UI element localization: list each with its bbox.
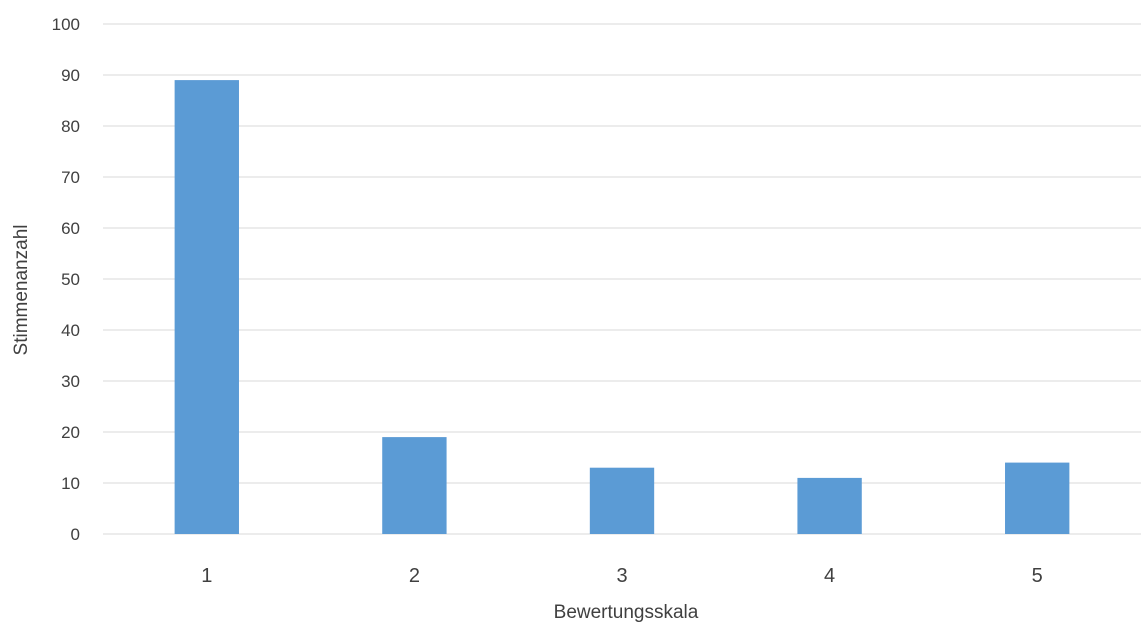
bar-1 [174,80,239,534]
x-tick-label: 3 [616,565,627,587]
x-tick-label: 2 [409,565,420,587]
y-tick-label: 90 [61,66,80,85]
bars [174,80,1070,534]
y-tick-label: 80 [61,117,80,136]
x-tick-label: 1 [201,565,212,587]
x-axis-title: Bewertungsskala [554,602,699,623]
x-tick-label: 4 [824,565,835,587]
y-axis-ticks: 0 10 20 30 40 50 60 70 80 90 100 [52,15,80,544]
y-tick-label: 20 [61,423,80,442]
y-tick-label: 70 [61,168,80,187]
bar-5 [1005,462,1070,534]
y-tick-label: 40 [61,321,80,340]
x-tick-label: 5 [1032,565,1043,587]
y-tick-label: 60 [61,219,80,238]
bar-3 [589,467,655,534]
y-tick-label: 50 [61,270,80,289]
y-tick-label: 100 [52,15,80,34]
y-tick-label: 10 [61,474,80,493]
y-tick-label: 0 [71,525,80,544]
gridlines [103,23,1141,535]
bar-4 [797,477,862,534]
x-axis-ticks: 1 2 3 4 5 [201,565,1043,587]
bar-2 [382,437,447,534]
y-tick-label: 30 [61,372,80,391]
y-axis-title: Stimmenanzahl [11,225,32,356]
